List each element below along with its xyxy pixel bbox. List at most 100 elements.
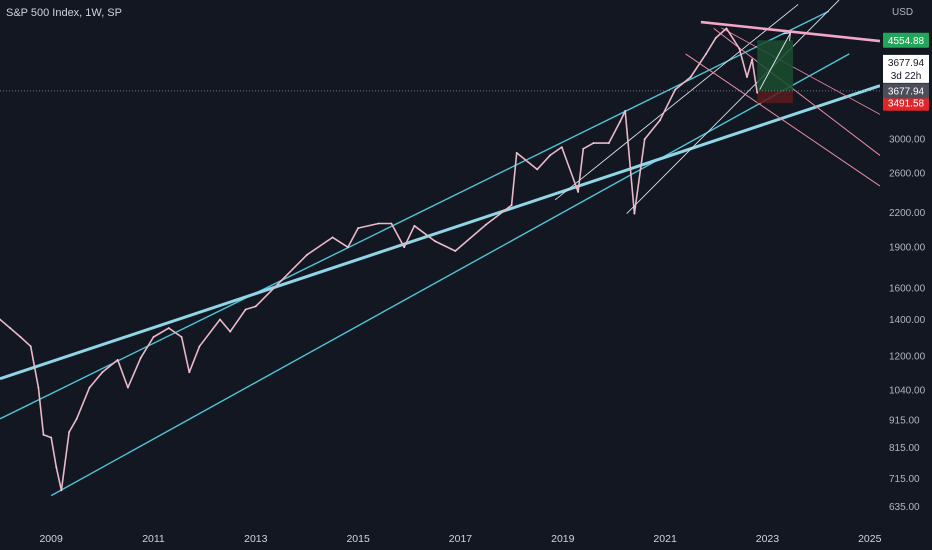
price-point [413, 224, 416, 227]
loss-zone [757, 90, 794, 104]
price-point [689, 76, 692, 78]
price-point [19, 336, 22, 338]
price-point [75, 417, 78, 420]
price-tick-label: 915.00 [889, 416, 920, 427]
projection-arrow-head [782, 32, 792, 41]
price-point [198, 345, 201, 348]
channel-upper-line [0, 10, 830, 420]
price-point [244, 308, 247, 311]
time-tick-label: 2023 [756, 533, 780, 545]
price-point [357, 227, 360, 229]
price-point [188, 371, 191, 374]
price-series-line [0, 27, 758, 492]
price-point [101, 371, 104, 374]
long-term-support-line [0, 84, 881, 381]
price-point [643, 138, 646, 141]
price-point [331, 236, 334, 239]
price-tick-label: 1200.00 [889, 351, 926, 362]
time-tick-label: 2019 [551, 533, 575, 545]
price-point [756, 91, 759, 94]
countdown-time: 3d 22h [891, 71, 922, 82]
price-tick-label: 1400.00 [889, 315, 926, 326]
price-point [592, 142, 595, 144]
price-point [42, 433, 45, 436]
price-point [55, 466, 58, 469]
target-price-badge [883, 32, 929, 48]
price-point [746, 76, 748, 78]
price-tick-label: 2200.00 [889, 208, 926, 219]
price-tick-label: 635.00 [889, 502, 920, 513]
price-tick-label: 1900.00 [889, 243, 926, 254]
price-point [751, 58, 753, 61]
price-point [116, 359, 119, 361]
time-tick-label: 2015 [346, 533, 370, 545]
stop-price-badge-text: 3491.58 [888, 99, 925, 110]
channel-lower-line [50, 53, 850, 497]
price-point [714, 37, 717, 39]
price-point [0, 318, 1, 321]
price-point [674, 88, 677, 91]
countdown-price: 3677.94 [888, 58, 925, 69]
price-badges: 4554.88 3491.58 3677.94 3d 22h 3677.94 [883, 32, 929, 111]
price-point [180, 336, 183, 338]
price-point [725, 27, 728, 30]
price-tick-label: 715.00 [889, 474, 920, 485]
price-point [607, 142, 610, 144]
price-point [9, 327, 12, 329]
price-point [29, 345, 32, 348]
price-point [659, 119, 661, 122]
price-point [515, 152, 518, 154]
price-point [549, 154, 551, 157]
last-price-badge [883, 83, 929, 99]
price-point [433, 240, 436, 242]
price-point [510, 204, 513, 206]
price-tick-label: 1600.00 [889, 283, 926, 294]
price-point [152, 336, 155, 338]
time-tick-label: 2017 [449, 533, 473, 545]
target-price-badge-text: 4554.88 [888, 36, 925, 47]
price-point [577, 191, 580, 193]
price-point [229, 330, 232, 333]
price-point [254, 305, 257, 308]
price-point [37, 386, 40, 389]
price-point [377, 222, 380, 225]
price-point [624, 109, 627, 112]
price-point [403, 246, 406, 249]
price-tick-label: 815.00 [889, 443, 920, 454]
price-point [582, 147, 585, 150]
price-point [560, 146, 563, 149]
price-point [88, 386, 91, 389]
price-point [60, 489, 63, 492]
price-point [167, 327, 170, 329]
time-tick-label: 2021 [653, 533, 677, 545]
up-channel-upper-line [554, 4, 799, 201]
up-channel-lower-line [626, 0, 840, 214]
price-point [68, 431, 70, 433]
pitchfork-median-line [713, 27, 881, 156]
price-point [705, 53, 707, 55]
price-tick-label: 3000.00 [889, 135, 926, 146]
price-point [139, 357, 142, 359]
price-point [738, 47, 741, 50]
pitchfork-upper-line [721, 27, 881, 115]
price-point [485, 223, 487, 226]
last-price-badge-text: 3677.94 [888, 86, 925, 97]
stop-price-badge [883, 95, 929, 111]
chart-title: S&P 500 Index, 1W, SP [6, 7, 122, 19]
currency-label: USD [892, 7, 913, 18]
time-tick-label: 2011 [142, 533, 165, 545]
pitchfork-lower-line [685, 53, 881, 187]
time-tick-label: 2013 [244, 533, 268, 545]
price-point [306, 253, 308, 256]
price-point [390, 222, 393, 225]
price-point [50, 436, 53, 439]
price-point [219, 318, 221, 321]
price-point [280, 279, 283, 282]
price-point [454, 250, 457, 252]
price-tick-label: 1040.00 [889, 385, 926, 396]
price-point [347, 246, 349, 249]
price-point [127, 386, 129, 389]
resistance-line [700, 20, 881, 43]
price-point [633, 212, 636, 215]
